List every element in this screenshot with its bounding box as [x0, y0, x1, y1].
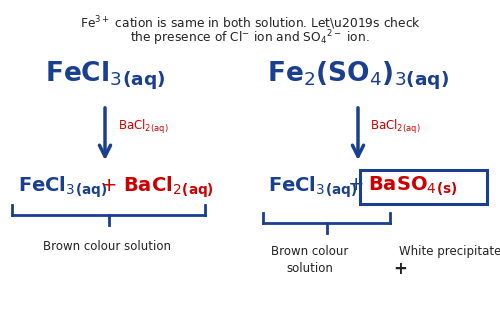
Text: FeCl$_3$$_{\mathregular{(aq)}}$: FeCl$_3$$_{\mathregular{(aq)}}$ [45, 60, 165, 92]
Text: White precipitate: White precipitate [399, 245, 500, 258]
Text: Brown colour
solution: Brown colour solution [272, 245, 348, 275]
Text: BaSO$_4$$_{\mathregular{(s)}}$: BaSO$_4$$_{\mathregular{(s)}}$ [368, 175, 458, 198]
Text: FeCl$_3$$_{\mathregular{(aq)}}$: FeCl$_3$$_{\mathregular{(aq)}}$ [268, 175, 358, 200]
Text: Fe$^{3+}$ cation is same in both solution. Let\u2019s check: Fe$^{3+}$ cation is same in both solutio… [80, 14, 420, 32]
Text: BaCl$_2$$_{\mathregular{(aq)}}$: BaCl$_2$$_{\mathregular{(aq)}}$ [118, 118, 168, 136]
Text: Fe$_2$(SO$_4$)$_{3\mathregular{(aq)}}$: Fe$_2$(SO$_4$)$_{3\mathregular{(aq)}}$ [267, 60, 449, 92]
Text: $+$ BaCl$_2$$_{\mathregular{(aq)}}$: $+$ BaCl$_2$$_{\mathregular{(aq)}}$ [100, 175, 214, 200]
Text: BaCl$_2$$_{\mathregular{(aq)}}$: BaCl$_2$$_{\mathregular{(aq)}}$ [370, 118, 420, 136]
Text: Brown colour solution: Brown colour solution [43, 240, 171, 253]
Text: $+$: $+$ [347, 175, 364, 194]
Text: FeCl$_3$$_{\mathregular{(aq)}}$: FeCl$_3$$_{\mathregular{(aq)}}$ [18, 175, 108, 200]
Text: the presence of Cl$^{-}$ ion and SO$_4$$^{2-}$ ion.: the presence of Cl$^{-}$ ion and SO$_4$$… [130, 28, 370, 48]
Text: +: + [393, 260, 407, 278]
